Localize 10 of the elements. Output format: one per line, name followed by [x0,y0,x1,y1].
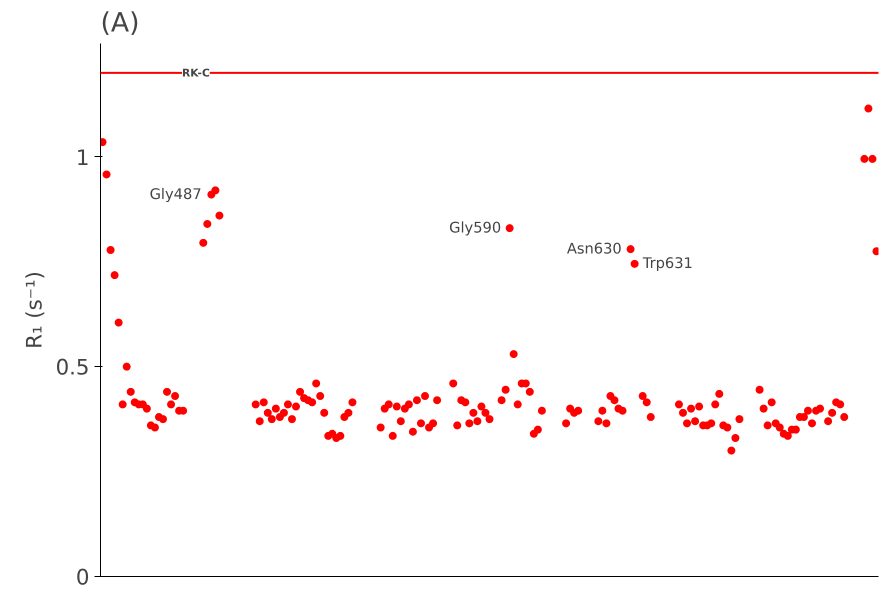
annotation: Gly590 [449,219,502,236]
y-axis-title: R₁ (s⁻¹) [22,271,48,349]
y-tick-label: 0 [76,566,90,590]
ref-line-label: RK-C [182,66,210,80]
annotation: Gly487 [150,186,202,203]
annotation: Asn630 [566,240,622,258]
y-tick-label: 0.5 [56,356,90,381]
chart-title: (A) [100,8,140,38]
y-tick-label: 1 [76,146,90,171]
annotation: Trp631 [642,255,693,272]
